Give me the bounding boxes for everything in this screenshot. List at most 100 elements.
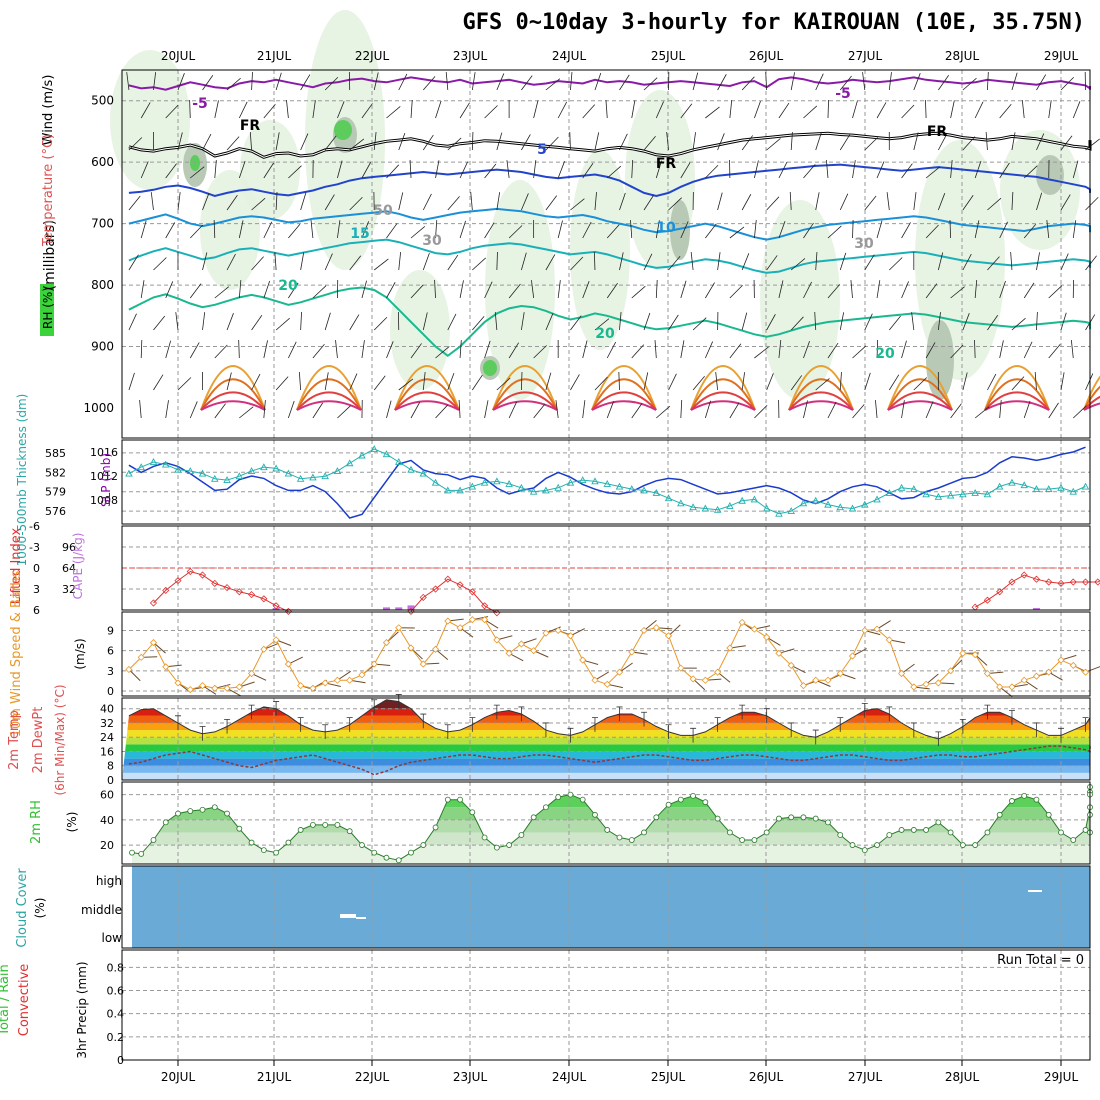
wind10-marker bbox=[763, 633, 771, 641]
rh-tick: 20 bbox=[100, 839, 114, 852]
wind-barb bbox=[901, 400, 905, 419]
wind-barb bbox=[349, 255, 362, 271]
lifted-marker bbox=[272, 602, 280, 610]
wind10-marker bbox=[468, 616, 476, 624]
wind-barb bbox=[1021, 100, 1025, 119]
wind-barb bbox=[373, 132, 377, 151]
thickness-marker bbox=[260, 463, 268, 471]
wind-barb bbox=[1060, 253, 1069, 271]
slp-tick: 1008 bbox=[90, 494, 118, 507]
wind-barb bbox=[1036, 192, 1043, 211]
thickness-marker bbox=[824, 500, 832, 508]
wind-barb bbox=[852, 160, 856, 179]
rh-marker bbox=[138, 851, 145, 857]
temp-minmax-bar bbox=[1008, 710, 1015, 725]
wind-barb bbox=[803, 222, 814, 239]
wind-barb bbox=[643, 253, 653, 271]
wind10-marker bbox=[1069, 661, 1077, 670]
wind10-marker bbox=[505, 649, 513, 657]
wind-barb bbox=[668, 255, 681, 271]
wind-barb bbox=[202, 193, 210, 211]
wind-barb bbox=[1036, 252, 1040, 271]
rh-marker bbox=[996, 811, 1003, 818]
wind-barb bbox=[361, 103, 373, 119]
wind-barb bbox=[814, 312, 817, 331]
wind10-barb bbox=[999, 686, 1013, 698]
wind-barb bbox=[533, 345, 547, 359]
wind10-marker bbox=[910, 683, 918, 691]
thickness-marker bbox=[370, 445, 378, 452]
wind-barb bbox=[631, 100, 636, 119]
wind10-marker bbox=[652, 624, 660, 632]
rh-marker bbox=[432, 824, 439, 831]
wind10-marker bbox=[603, 680, 611, 688]
contour-label: FR bbox=[927, 124, 948, 140]
wind-barb bbox=[619, 252, 624, 271]
temp-bands bbox=[122, 699, 1090, 780]
wind-barb bbox=[126, 72, 130, 91]
wind-barb bbox=[409, 160, 412, 179]
wind-barb bbox=[373, 316, 388, 331]
wind-barb bbox=[435, 220, 438, 239]
surface-isotherm-arc bbox=[296, 400, 362, 411]
wind-barb bbox=[1072, 160, 1079, 179]
wind10-marker bbox=[248, 669, 256, 678]
wind-barb bbox=[286, 100, 289, 119]
thickness-marker bbox=[566, 478, 575, 486]
thickness-marker bbox=[1069, 487, 1078, 495]
panel-frames bbox=[121, 69, 1091, 1066]
temp-minmax-bar bbox=[273, 701, 280, 716]
wind-barb bbox=[925, 401, 934, 419]
wind-barb bbox=[472, 257, 486, 271]
temp-minmax-bar bbox=[861, 702, 868, 718]
surface-isotherm-arc bbox=[788, 365, 854, 411]
rh-marker bbox=[653, 814, 660, 821]
rh-marker bbox=[726, 829, 733, 836]
surface-isotherm-arc bbox=[887, 365, 953, 411]
wind-barb bbox=[410, 343, 422, 359]
wind-barb bbox=[766, 373, 774, 391]
wind-barb bbox=[1034, 372, 1037, 391]
wind-barb bbox=[766, 255, 778, 271]
wind10-marker bbox=[444, 617, 452, 625]
wind-barb bbox=[741, 135, 754, 151]
wind-barb bbox=[582, 400, 586, 419]
rh-shade-dark bbox=[926, 320, 954, 400]
ylabel-cloud-units: (%) bbox=[33, 898, 47, 919]
wind-barb bbox=[876, 339, 879, 359]
wind-barb bbox=[692, 72, 699, 91]
wind-barb bbox=[852, 345, 867, 359]
wind-barb bbox=[410, 226, 426, 239]
wind10-marker bbox=[836, 669, 844, 678]
wind10-marker bbox=[321, 679, 329, 687]
wind10-marker bbox=[824, 676, 832, 684]
rh-marker bbox=[592, 811, 598, 818]
thickness-marker bbox=[345, 459, 354, 467]
wind10-marker bbox=[309, 684, 317, 692]
wind-barb bbox=[214, 160, 217, 179]
ylabel-dewpt2m: 2m DewPt bbox=[31, 707, 46, 774]
contour-label: 15 bbox=[350, 226, 369, 242]
top-date-tick: 25JUL bbox=[651, 49, 686, 63]
temp-minmax-bar bbox=[420, 713, 427, 729]
wind-barb bbox=[521, 134, 531, 151]
lifted-marker bbox=[149, 599, 158, 607]
wind10-barb bbox=[508, 652, 524, 662]
wind-barb bbox=[386, 282, 396, 299]
wind-barb bbox=[901, 163, 913, 179]
wind-barb bbox=[911, 312, 915, 331]
wind-barb bbox=[177, 377, 192, 391]
wind-barb bbox=[1011, 192, 1014, 211]
wind-barb bbox=[680, 103, 693, 119]
cloud-bg bbox=[132, 866, 1090, 948]
cloud-tick: low bbox=[102, 931, 123, 945]
wind-barb bbox=[778, 102, 790, 119]
wind-barb bbox=[398, 252, 402, 271]
wind-barb bbox=[447, 313, 457, 331]
wind-barb bbox=[594, 132, 600, 151]
wind-barb bbox=[631, 403, 643, 419]
top-date-tick: 20JUL bbox=[161, 49, 196, 63]
wind-barb bbox=[288, 341, 297, 359]
lifted-marker bbox=[1069, 578, 1077, 586]
wind-barb bbox=[570, 315, 582, 331]
